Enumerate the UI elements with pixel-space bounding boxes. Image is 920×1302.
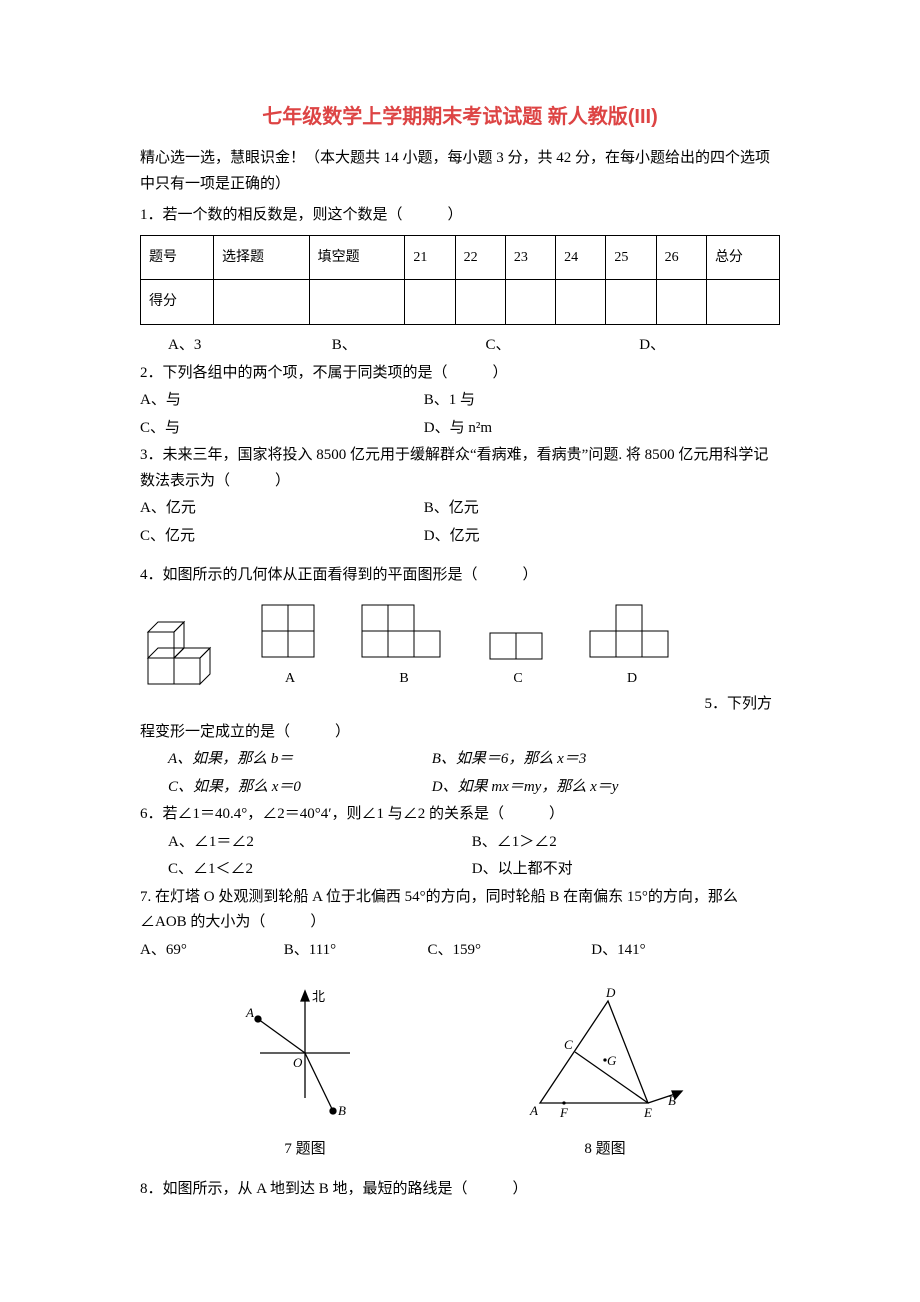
q8-diagram: D C G A F E B 8 题图 <box>520 983 690 1163</box>
diagram-row: 北 A O B 7 题图 D C G A F E <box>140 983 780 1163</box>
q2-options-row1: A、与 B、1 与 <box>140 388 780 414</box>
table-row: 题号 选择题 填空题 21 22 23 24 25 26 总分 <box>141 235 780 280</box>
question-6: 6．若∠1＝40.4°，∠2＝40°4′，则∠1 与∠2 的关系是（ ） <box>140 802 780 828</box>
q6-options-row1: A、∠1＝∠2 B、∠1＞∠2 <box>140 830 780 856</box>
svg-text:G: G <box>607 1053 617 1068</box>
question-4: 4．如图所示的几何体从正面看得到的平面图形是（ ） <box>140 563 780 589</box>
svg-text:D: D <box>605 985 616 1000</box>
table-row: 得分 <box>141 280 780 325</box>
q3-options-row1: A、亿元 B、亿元 <box>140 496 780 522</box>
col-header: 21 <box>405 235 455 280</box>
option-a-figure: A <box>260 603 320 691</box>
page-title: 七年级数学上学期期末考试试题 新人教版(III) <box>140 100 780 134</box>
col-header: 填空题 <box>309 235 405 280</box>
score-table: 题号 选择题 填空题 21 22 23 24 25 26 总分 得分 <box>140 235 780 326</box>
q8-caption: 8 题图 <box>520 1137 690 1163</box>
col-header: 选择题 <box>213 235 309 280</box>
svg-text:F: F <box>559 1105 569 1120</box>
svg-text:北: 北 <box>312 989 325 1004</box>
svg-text:E: E <box>643 1105 652 1120</box>
q5-options-row1: A、如果，那么 b＝ B、如果＝6，那么 x＝3 <box>140 747 780 773</box>
col-header: 24 <box>556 235 606 280</box>
solid-figure <box>140 610 220 690</box>
option-c-figure: C <box>488 631 548 691</box>
q2-options-row2: C、与 D、与 n²m <box>140 416 780 442</box>
q7-diagram: 北 A O B 7 题图 <box>230 983 380 1163</box>
question-5: 程变形一定成立的是（ ） <box>140 720 780 746</box>
option-b-figure: B <box>360 603 448 691</box>
q6-options-row2: C、∠1＜∠2 D、以上都不对 <box>140 857 780 883</box>
question-8: 8．如图所示，从 A 地到达 B 地，最短的路线是（ ） <box>140 1177 780 1203</box>
col-header: 题号 <box>141 235 214 280</box>
col-header: 25 <box>606 235 656 280</box>
col-header: 23 <box>505 235 555 280</box>
figure-row: A B C <box>140 603 780 691</box>
question-1: 1．若一个数的相反数是，则这个数是（ ） <box>140 203 780 229</box>
col-header: 总分 <box>706 235 779 280</box>
col-header: 22 <box>455 235 505 280</box>
q5-options-row2: C、如果，那么 x＝0 D、如果 mx＝my，那么 x＝y <box>140 775 780 801</box>
q1-options: A、3 B、 C、 D、 <box>140 333 780 359</box>
svg-text:A: A <box>245 1005 254 1020</box>
svg-text:B: B <box>338 1103 346 1118</box>
col-header: 26 <box>656 235 706 280</box>
svg-text:C: C <box>564 1037 573 1052</box>
section-intro: 精心选一选，慧眼识金！（本大题共 14 小题，每小题 3 分，共 42 分，在每… <box>140 146 780 197</box>
option-d-figure: D <box>588 603 676 691</box>
question-2: 2．下列各组中的两个项，不属于同类项的是（ ） <box>140 361 780 387</box>
svg-text:A: A <box>529 1103 538 1118</box>
row-label: 得分 <box>141 280 214 325</box>
q7-caption: 7 题图 <box>230 1137 380 1163</box>
question-7: 7. 在灯塔 O 处观测到轮船 A 位于北偏西 54°的方向，同时轮船 B 在南… <box>140 885 780 936</box>
svg-text:B: B <box>668 1093 676 1108</box>
question-3: 3．未来三年，国家将投入 8500 亿元用于缓解群众“看病难，看病贵”问题. 将… <box>140 443 780 494</box>
svg-text:O: O <box>293 1055 303 1070</box>
q3-options-row2: C、亿元 D、亿元 <box>140 524 780 550</box>
question-5-tail: 5．下列方 <box>140 692 780 718</box>
q7-options: A、69° B、111° C、159° D、141° <box>140 938 780 964</box>
